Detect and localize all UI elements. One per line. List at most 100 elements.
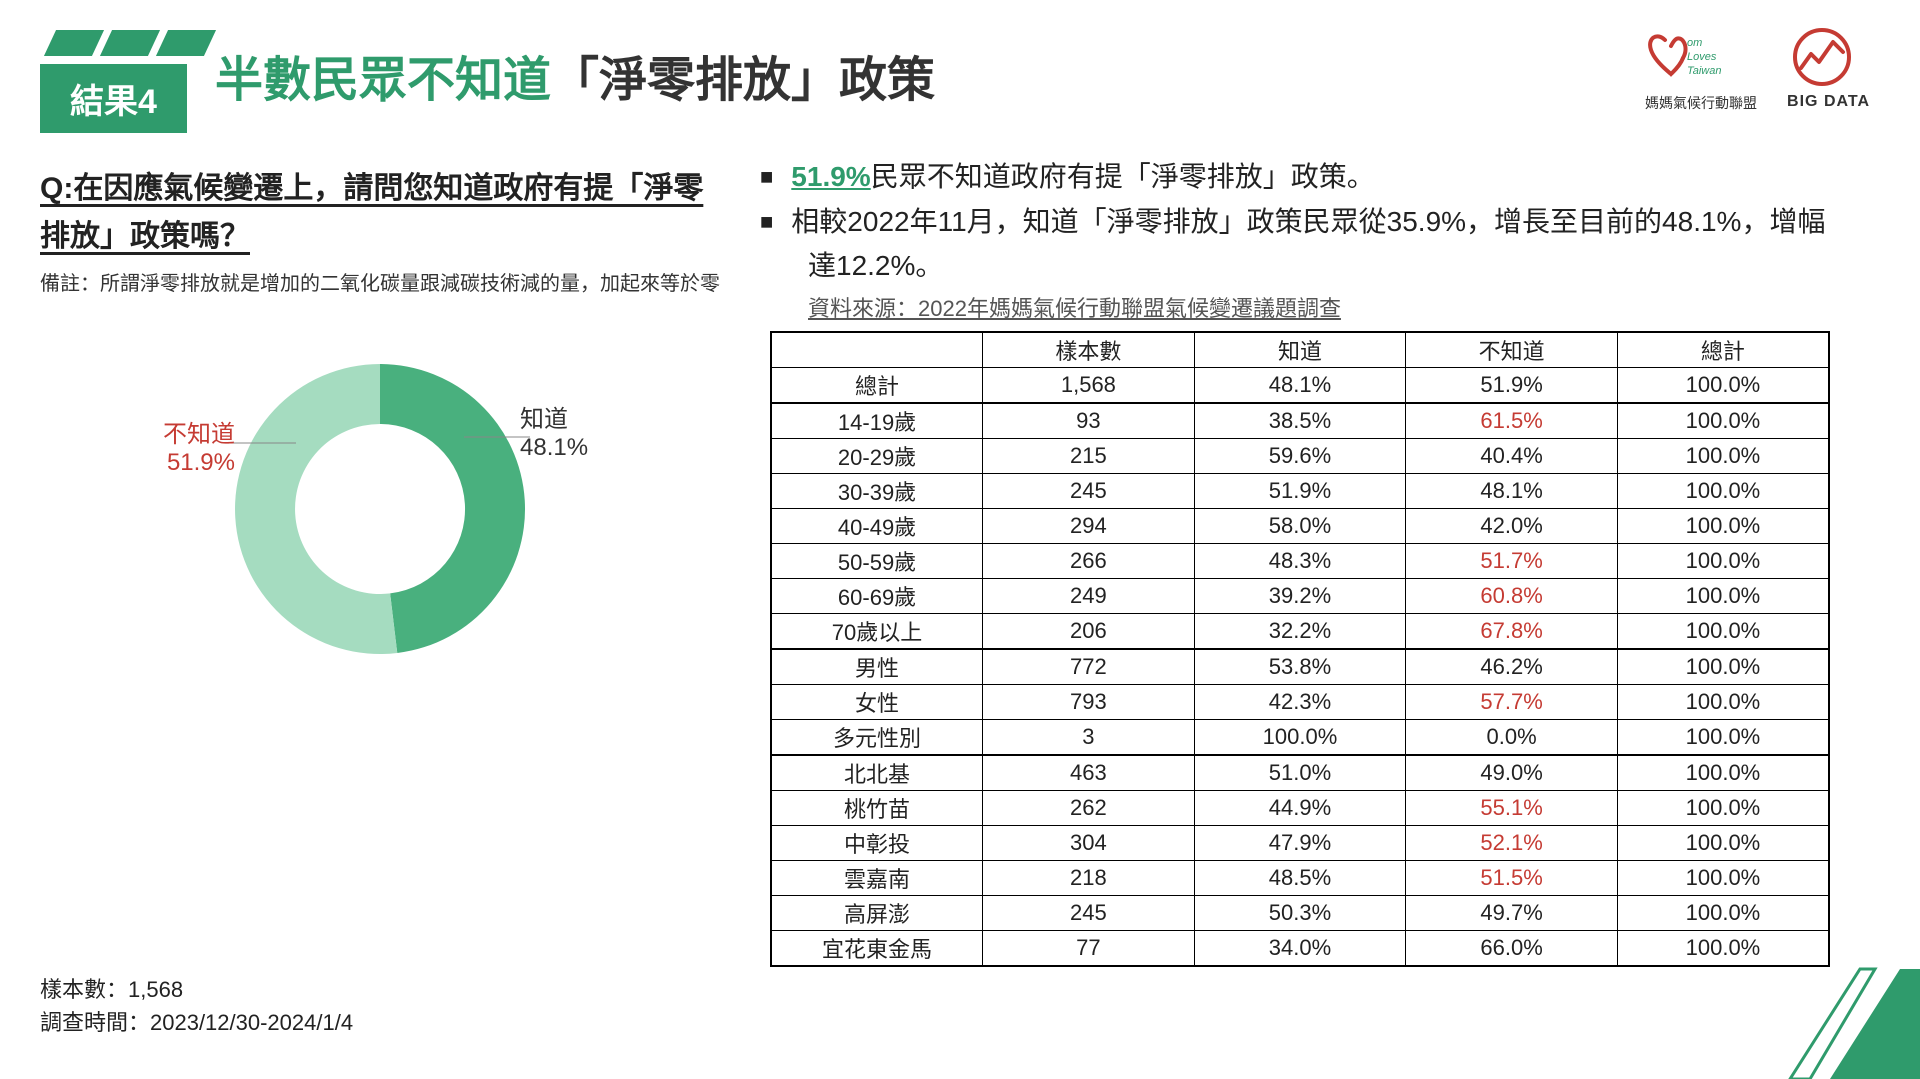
- cell: 100.0%: [1617, 368, 1829, 404]
- cell: 42.0%: [1406, 509, 1618, 544]
- cell: 67.8%: [1406, 614, 1618, 650]
- table-row: 60-69歲24939.2%60.8%100.0%: [771, 579, 1829, 614]
- row-label: 男性: [771, 649, 983, 685]
- finding-1: 51.9%民眾不知道政府有提「淨零排放」政策。: [760, 155, 1840, 198]
- finding-1-highlight: 51.9%: [791, 161, 870, 192]
- table-col-2: 知道: [1194, 332, 1406, 368]
- title-highlight: 半數民眾不知道: [215, 54, 551, 107]
- row-label: 北北基: [771, 755, 983, 791]
- donut-label-unknow: 不知道 51.9%: [135, 414, 235, 477]
- donut-slice-0: [380, 364, 525, 653]
- cell: 262: [983, 791, 1195, 826]
- cell: 55.1%: [1406, 791, 1618, 826]
- cell: 793: [983, 685, 1195, 720]
- table-col-4: 總計: [1617, 332, 1829, 368]
- cell: 49.7%: [1406, 896, 1618, 931]
- cell: 51.7%: [1406, 544, 1618, 579]
- row-label: 雲嘉南: [771, 861, 983, 896]
- row-label: 70歲以上: [771, 614, 983, 650]
- cell: 206: [983, 614, 1195, 650]
- cell: 3: [983, 720, 1195, 756]
- cell: 304: [983, 826, 1195, 861]
- cell: 47.9%: [1194, 826, 1406, 861]
- cell: 100.0%: [1617, 579, 1829, 614]
- cell: 40.4%: [1406, 439, 1618, 474]
- result-tag: 結果4: [40, 64, 187, 133]
- table-row: 男性77253.8%46.2%100.0%: [771, 649, 1829, 685]
- cell: 51.0%: [1194, 755, 1406, 791]
- table-row: 宜花東金馬7734.0%66.0%100.0%: [771, 931, 1829, 967]
- title-rest: 「淨零排放」政策: [551, 54, 935, 107]
- table-row: 30-39歲24551.9%48.1%100.0%: [771, 474, 1829, 509]
- cell: 100.0%: [1617, 649, 1829, 685]
- donut-label-know: 知道 48.1%: [520, 399, 588, 462]
- row-label: 宜花東金馬: [771, 931, 983, 967]
- cell: 245: [983, 896, 1195, 931]
- table-row: 高屏澎24550.3%49.7%100.0%: [771, 896, 1829, 931]
- svg-text:Loves: Loves: [1687, 51, 1717, 63]
- cell: 77: [983, 931, 1195, 967]
- cell: 100.0%: [1194, 720, 1406, 756]
- cell: 48.5%: [1194, 861, 1406, 896]
- cell: 0.0%: [1406, 720, 1618, 756]
- left-column: Q:在因應氣候變遷上，請問您知道政府有提「淨零排放」政策嗎？ 備註：所謂淨零排放…: [40, 165, 720, 699]
- table-row: 女性79342.3%57.7%100.0%: [771, 685, 1829, 720]
- page-title: 半數民眾不知道「淨零排放」政策: [215, 40, 935, 110]
- cell: 100.0%: [1617, 614, 1829, 650]
- donut-svg: [230, 359, 530, 659]
- table-col-1: 樣本數: [983, 332, 1195, 368]
- donut-label-unknow-text: 不知道: [163, 421, 235, 448]
- logos: om Loves Taiwan 媽媽氣候行動聯盟 BIG DATA: [1645, 28, 1870, 113]
- cell: 42.3%: [1194, 685, 1406, 720]
- cell: 1,568: [983, 368, 1195, 404]
- survey-period: 調查時間：2023/12/30-2024/1/4: [40, 1006, 353, 1039]
- donut-chart: 知道 48.1% 不知道 51.9%: [40, 359, 720, 699]
- cell: 100.0%: [1617, 861, 1829, 896]
- findings-list: 51.9%民眾不知道政府有提「淨零排放」政策。 相較2022年11月，知道「淨零…: [760, 155, 1840, 287]
- cell: 46.2%: [1406, 649, 1618, 685]
- row-label: 多元性別: [771, 720, 983, 756]
- cell: 32.2%: [1194, 614, 1406, 650]
- cell: 61.5%: [1406, 403, 1618, 439]
- cell: 93: [983, 403, 1195, 439]
- cell: 49.0%: [1406, 755, 1618, 791]
- right-column: 51.9%民眾不知道政府有提「淨零排放」政策。 相較2022年11月，知道「淨零…: [760, 155, 1840, 967]
- cell: 463: [983, 755, 1195, 791]
- cell: 100.0%: [1617, 720, 1829, 756]
- data-source: 資料來源：2022年媽媽氣候行動聯盟氣候變遷議題調查: [808, 291, 1840, 323]
- cell: 249: [983, 579, 1195, 614]
- heart-icon: om Loves Taiwan: [1645, 28, 1725, 86]
- finding-2: 相較2022年11月，知道「淨零排放」政策民眾從35.9%，增長至目前的48.1…: [760, 200, 1840, 287]
- cell: 51.9%: [1194, 474, 1406, 509]
- row-label: 桃竹苗: [771, 791, 983, 826]
- table-row: 雲嘉南21848.5%51.5%100.0%: [771, 861, 1829, 896]
- finding-1-rest: 民眾不知道政府有提「淨零排放」政策。: [871, 161, 1375, 192]
- crosstab-table: 樣本數知道不知道總計 總計1,56848.1%51.9%100.0%14-19歲…: [770, 331, 1830, 967]
- cell: 772: [983, 649, 1195, 685]
- cell: 100.0%: [1617, 509, 1829, 544]
- table-row: 40-49歲29458.0%42.0%100.0%: [771, 509, 1829, 544]
- table-row: 桃竹苗26244.9%55.1%100.0%: [771, 791, 1829, 826]
- row-label: 60-69歲: [771, 579, 983, 614]
- logo-big-data: BIG DATA: [1787, 28, 1870, 111]
- corner-accent: [1760, 959, 1920, 1079]
- survey-question: Q:在因應氣候變遷上，請問您知道政府有提「淨零排放」政策嗎？: [40, 165, 720, 261]
- donut-label-know-text: 知道: [520, 406, 568, 433]
- row-label: 14-19歲: [771, 403, 983, 439]
- mountain-chart-icon: [1787, 28, 1857, 86]
- row-label: 總計: [771, 368, 983, 404]
- row-label: 女性: [771, 685, 983, 720]
- survey-meta: 樣本數：1,568 調查時間：2023/12/30-2024/1/4: [40, 973, 353, 1039]
- cell: 51.5%: [1406, 861, 1618, 896]
- cell: 100.0%: [1617, 685, 1829, 720]
- sample-size: 樣本數：1,568: [40, 973, 353, 1006]
- cell: 100.0%: [1617, 544, 1829, 579]
- cell: 57.7%: [1406, 685, 1618, 720]
- cell: 245: [983, 474, 1195, 509]
- cell: 48.1%: [1194, 368, 1406, 404]
- logo-bd-caption: BIG DATA: [1787, 93, 1870, 111]
- cell: 294: [983, 509, 1195, 544]
- logo-mom-loves-taiwan: om Loves Taiwan 媽媽氣候行動聯盟: [1645, 28, 1757, 113]
- cell: 44.9%: [1194, 791, 1406, 826]
- cell: 100.0%: [1617, 403, 1829, 439]
